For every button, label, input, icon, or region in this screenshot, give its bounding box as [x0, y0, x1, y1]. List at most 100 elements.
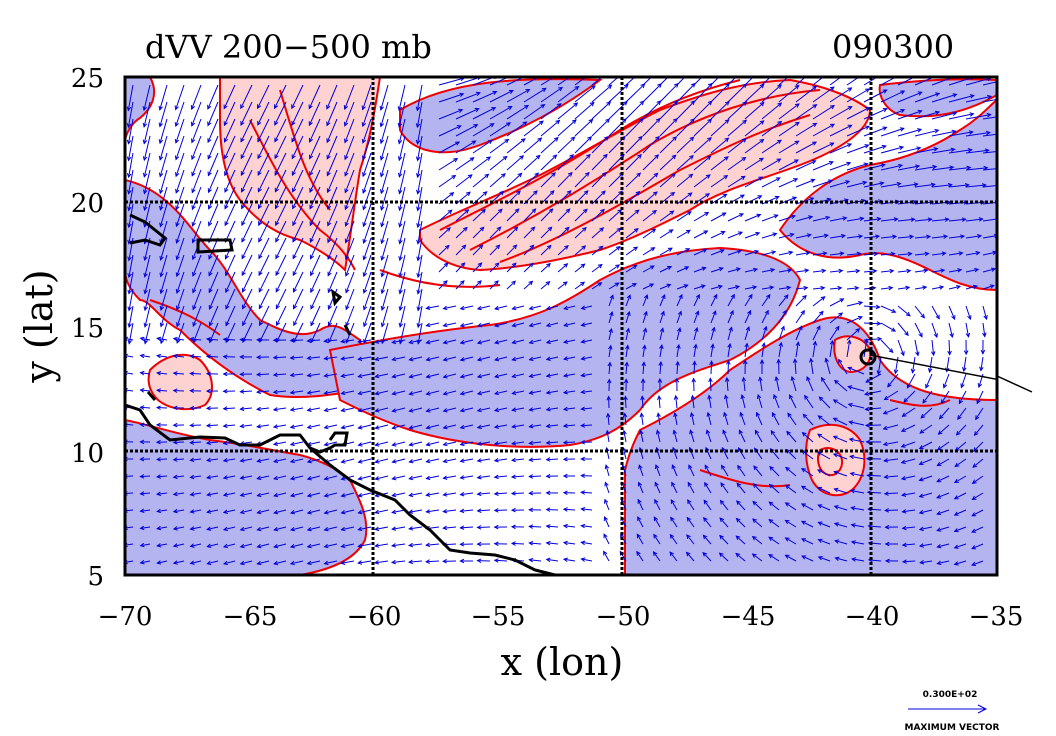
wind-vector-head — [553, 136, 559, 142]
wind-vector-head — [520, 138, 526, 143]
wind-vector — [258, 254, 270, 276]
wind-vector — [954, 526, 967, 532]
wind-vector-head — [952, 111, 958, 116]
wind-vector-head — [357, 442, 363, 447]
wind-vector — [506, 208, 520, 222]
wind-vector-head — [655, 135, 660, 141]
wind-vector-head — [362, 222, 367, 228]
wind-vector — [829, 298, 844, 307]
wind-vector-head — [528, 407, 534, 412]
wind-vector — [936, 475, 950, 483]
wind-vector — [702, 552, 712, 562]
wind-vector — [455, 108, 479, 120]
wind-vector-head — [558, 86, 564, 92]
wind-vector — [241, 203, 253, 226]
coastline-island — [196, 238, 234, 254]
wind-vector-head — [274, 171, 279, 176]
wind-vector — [192, 271, 202, 293]
wind-vector — [494, 492, 508, 495]
wind-vector — [605, 465, 610, 477]
wind-vector-head — [207, 171, 212, 177]
wind-vector-head — [882, 441, 888, 447]
wind-vector-head — [888, 285, 894, 291]
wind-vector — [753, 483, 763, 494]
wind-vector-head — [640, 83, 646, 89]
wind-vector-head — [493, 474, 499, 480]
wind-vector — [812, 325, 821, 341]
wind-vector-head — [961, 217, 967, 222]
wind-vector-head — [829, 123, 835, 128]
wind-vector — [399, 322, 406, 344]
wind-vector-head — [677, 310, 682, 316]
wind-vector-head — [774, 376, 779, 382]
wind-vector — [761, 121, 782, 137]
wind-vector-head — [224, 154, 229, 160]
wind-vector — [846, 125, 870, 137]
wind-vector-head — [957, 268, 963, 273]
wind-vector — [438, 141, 460, 154]
wind-vector-head — [589, 101, 595, 107]
wind-vector-head — [706, 136, 712, 142]
wind-vector-head — [326, 204, 332, 210]
wind-vector — [743, 377, 746, 392]
wind-vector — [362, 101, 372, 127]
wind-vector-head — [447, 209, 453, 215]
wind-vector — [676, 311, 682, 324]
wind-vector — [292, 169, 304, 193]
wind-vector-head — [604, 498, 609, 504]
wind-vector-head — [357, 560, 363, 565]
wind-vector — [477, 509, 491, 512]
wind-vector-head — [738, 213, 745, 218]
wind-vector — [257, 118, 270, 142]
wind-vector — [310, 288, 321, 310]
wind-vector — [344, 84, 355, 110]
wind-vector — [897, 322, 909, 336]
wind-vector — [642, 328, 647, 341]
wind-vector-head — [172, 440, 178, 445]
wind-vector — [971, 509, 984, 517]
wind-vector — [208, 271, 219, 293]
wind-vector-head — [927, 217, 933, 222]
wind-vector — [257, 135, 270, 159]
wind-vector-head — [882, 72, 886, 75]
wind-vector-head — [416, 223, 421, 229]
contour-line — [889, 399, 951, 407]
wind-vector-head — [398, 222, 403, 228]
wind-vector-head — [705, 193, 711, 198]
wind-vector-head — [374, 356, 380, 362]
wind-vector — [778, 215, 796, 222]
wind-vector — [362, 135, 372, 160]
wind-vector — [727, 213, 744, 222]
wind-vector — [883, 424, 899, 430]
wind-vector-head — [927, 368, 933, 374]
wind-vector — [744, 157, 764, 171]
wind-vector-head — [222, 458, 228, 463]
wind-vector-head — [580, 540, 586, 546]
wind-vector — [591, 77, 603, 86]
wind-vector — [460, 373, 474, 378]
wind-vector — [242, 271, 253, 293]
wind-vector — [914, 92, 940, 103]
wind-vector — [176, 305, 185, 327]
wind-vector-head — [676, 327, 682, 333]
wind-vector-head — [820, 296, 826, 301]
wind-vector-head — [657, 377, 663, 383]
wind-vector-head — [545, 457, 551, 462]
wind-vector — [693, 311, 699, 324]
wind-vector-head — [172, 543, 178, 548]
wind-vector-head — [784, 502, 790, 507]
wind-vector-head — [889, 268, 895, 274]
wind-vector — [850, 472, 865, 477]
wind-vector-head — [189, 457, 195, 463]
wind-vector-head — [289, 441, 295, 447]
wind-vector — [625, 265, 637, 273]
wind-vector — [506, 190, 521, 205]
wind-vector-head — [580, 322, 586, 327]
wind-vector — [659, 154, 677, 171]
wind-vector-head — [380, 322, 386, 328]
wind-vector — [785, 484, 797, 494]
wind-vector-head — [425, 322, 431, 328]
wind-vector-head — [774, 195, 780, 201]
wind-vector-head — [901, 509, 907, 514]
wind-vector — [259, 305, 270, 326]
